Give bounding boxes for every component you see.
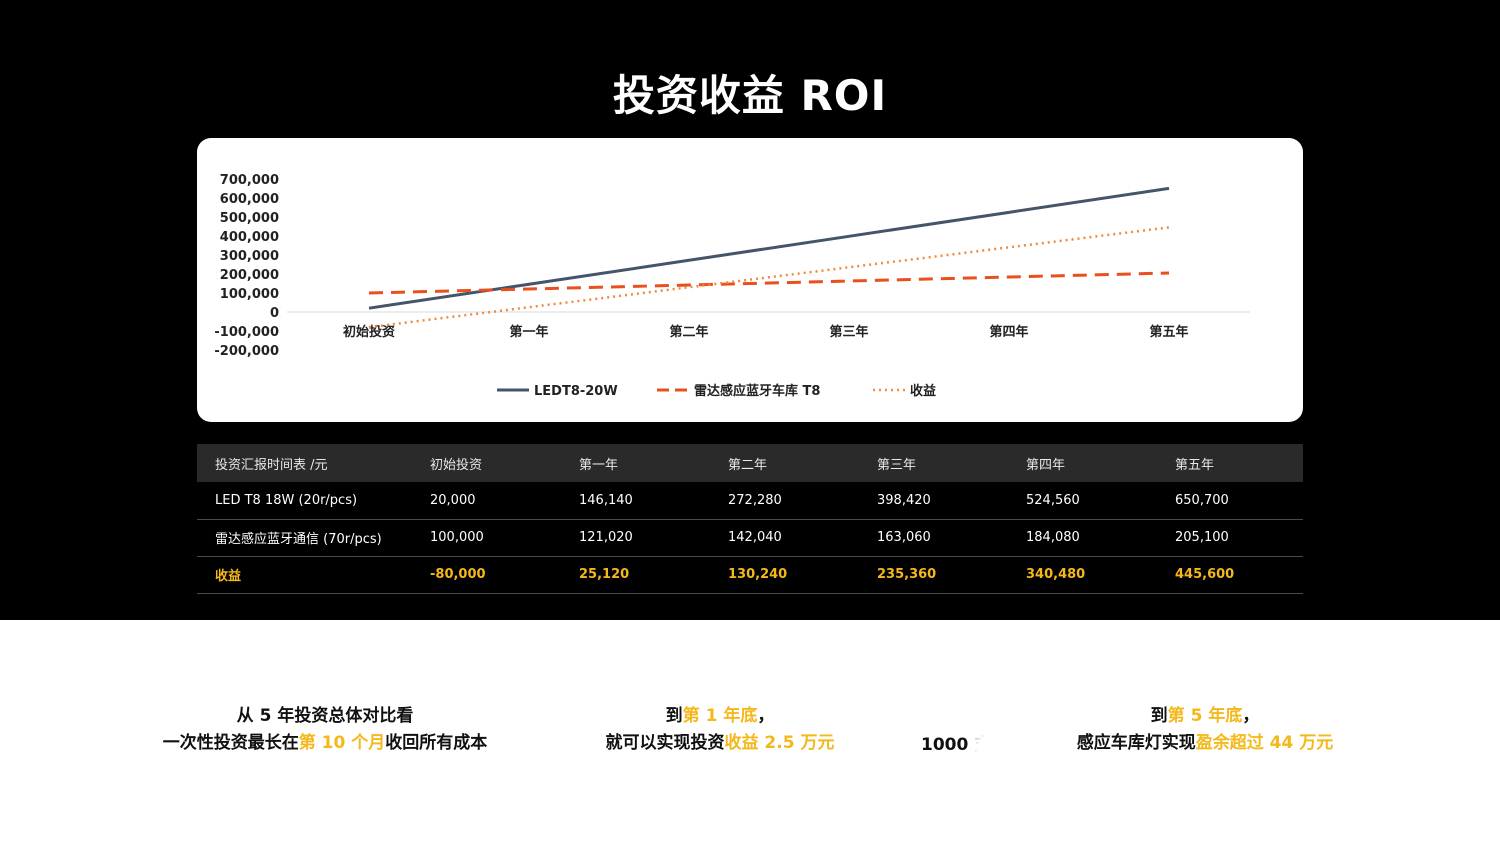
summary-highlight: 盈余超过 44 万元 — [1195, 733, 1334, 753]
y-tick-label: -200,000 — [214, 344, 279, 359]
legend-label: 雷达感应蓝牙车库 T8 — [694, 383, 820, 399]
y-tick-label: 400,000 — [220, 230, 279, 245]
y-tick-label: 700,000 — [220, 173, 279, 188]
table-header-cell: 第二年 — [728, 444, 877, 482]
investment-table: 投资汇报时间表 /元 初始投资 第一年 第二年 第三年 第四年 第五年 LED … — [197, 444, 1303, 594]
table-row-profit: 收益 -80,000 25,120 130,240 235,360 340,48… — [197, 556, 1303, 594]
summary-text: ， — [757, 706, 775, 726]
table-header-cell: 投资汇报时间表 /元 — [197, 444, 430, 482]
table-cell: 121,020 — [579, 519, 728, 557]
y-tick-label: 600,000 — [220, 192, 279, 207]
table-header-row: 投资汇报时间表 /元 初始投资 第一年 第二年 第三年 第四年 第五年 — [197, 444, 1303, 482]
summary-text: 到 — [665, 706, 683, 726]
table-header-cell: 第四年 — [1026, 444, 1175, 482]
summary-text: 收回所有成本 — [385, 733, 488, 753]
table-cell: 398,420 — [877, 482, 1026, 520]
summary-highlight: 第 5 年底 — [1167, 706, 1243, 726]
page-title: 投资收益 ROI — [612, 71, 888, 120]
legend-label: 收益 — [910, 383, 936, 399]
summary-line: 从 5 年投资总体对比看 — [236, 706, 414, 726]
x-tick-label: 第五年 — [1149, 324, 1188, 340]
table-cell: LED T8 18W (20r/pcs) — [197, 482, 430, 520]
legend-label: LEDT8-20W — [534, 384, 618, 399]
chart-card: 700,000 600,000 500,000 400,000 300,000 200,0… — [197, 138, 1303, 422]
summary-text: 就可以实现投资 — [605, 733, 725, 753]
table-cell: 272,280 — [728, 482, 877, 520]
summary-text: 一次性投资最长在 — [162, 733, 299, 753]
y-tick-label: -100,000 — [214, 325, 279, 340]
summary-line: 到第 5 年底， — [1060, 703, 1350, 730]
summary-text: 到 — [1150, 706, 1168, 726]
summary-line: 一次性投资最长在第 10 个月收回所有成本 — [140, 730, 510, 757]
table-cell: -80,000 — [430, 556, 579, 594]
x-tick-label: 初始投资 — [343, 324, 395, 340]
series-line-2 — [368, 226, 1170, 329]
table-header-cell: 第五年 — [1175, 444, 1303, 482]
y-tick-label: 100,000 — [220, 287, 279, 302]
x-tick-label: 第一年 — [509, 324, 548, 340]
table-cell: 205,100 — [1175, 519, 1303, 557]
table-cell: 130,240 — [728, 556, 877, 594]
table-header-cell: 第三年 — [877, 444, 1026, 482]
summary-text: ， — [1242, 706, 1260, 726]
summary-block-fifth-year: 到第 5 年底， 感应车库灯实现盈余超过 44 万元 — [1060, 703, 1350, 757]
table-row: 雷达感应蓝牙通信 (70r/pcs) 100,000 121,020 142,0… — [197, 519, 1303, 557]
summary-highlight: 第 1 年底 — [682, 706, 758, 726]
table-cell: 146,140 — [579, 482, 728, 520]
y-tick-label: 0 — [270, 306, 279, 321]
summary-line: 到第 1 年底， — [580, 703, 860, 730]
summary-line: 感应车库灯实现盈余超过 44 万元 — [1060, 730, 1350, 757]
summary-block-payback: 从 5 年投资总体对比看 一次性投资最长在第 10 个月收回所有成本 — [140, 703, 510, 757]
table-cell: 25,120 — [579, 556, 728, 594]
table-cell: 445,600 — [1175, 556, 1303, 594]
table-cell: 650,700 — [1175, 482, 1303, 520]
x-tick-label: 第四年 — [989, 324, 1028, 340]
summary-text: 感应车库灯实现 — [1076, 733, 1196, 753]
table-cell: 524,560 — [1026, 482, 1175, 520]
x-tick-label: 第二年 — [669, 324, 708, 340]
table-cell: 184,080 — [1026, 519, 1175, 557]
dark-section: 投资收益 ROI 700,000 600,000 500,000 400,000 300… — [0, 0, 1500, 620]
table-cell: 20,000 — [430, 482, 579, 520]
x-tick-label: 第三年 — [829, 324, 868, 340]
table-cell: 142,040 — [728, 519, 877, 557]
summary-highlight: 第 10 个月 — [298, 733, 386, 753]
table-cell: 收益 — [197, 556, 430, 594]
smudge-overlay — [968, 720, 1058, 780]
y-tick-label: 300,000 — [220, 249, 279, 264]
table-header-cell: 第一年 — [579, 444, 728, 482]
table-cell: 163,060 — [877, 519, 1026, 557]
table-cell: 340,480 — [1026, 556, 1175, 594]
summary-highlight: 收益 2.5 万元 — [724, 733, 835, 753]
table-row: LED T8 18W (20r/pcs) 20,000 146,140 272,… — [197, 482, 1303, 520]
table-header-cell: 初始投资 — [430, 444, 579, 482]
roi-line-chart: 700,000 600,000 500,000 400,000 300,000 200,0… — [214, 173, 1250, 399]
summary-line: 就可以实现投资收益 2.5 万元 — [580, 730, 860, 757]
table-cell: 100,000 — [430, 519, 579, 557]
table-cell: 235,360 — [877, 556, 1026, 594]
table-cell: 雷达感应蓝牙通信 (70r/pcs) — [197, 519, 430, 557]
summary-block-first-year: 到第 1 年底， 就可以实现投资收益 2.5 万元 — [580, 703, 860, 757]
y-tick-label: 500,000 — [220, 211, 279, 226]
series-line-1 — [368, 271, 1170, 295]
y-tick-label: 200,000 — [220, 268, 279, 283]
